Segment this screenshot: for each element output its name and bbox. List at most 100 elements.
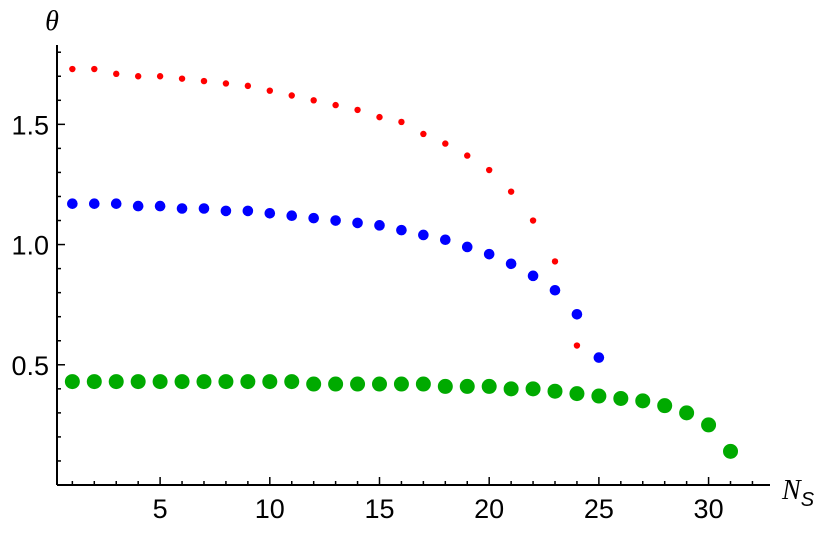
data-point: [244, 82, 252, 90]
data-point: [573, 342, 581, 349]
data-points: [64, 65, 739, 459]
data-point: [613, 390, 629, 406]
data-point: [91, 65, 98, 73]
data-point: [88, 198, 100, 209]
data-point: [464, 152, 471, 159]
data-point: [461, 241, 473, 253]
data-point: [308, 212, 319, 224]
data-point: [110, 198, 122, 209]
data-point: [264, 208, 276, 219]
data-point: [635, 393, 651, 409]
x-tick-label: 20: [474, 494, 504, 524]
data-point: [154, 200, 166, 212]
data-point: [371, 376, 387, 392]
data-point: [134, 73, 142, 80]
data-point: [376, 113, 383, 121]
data-point: [396, 224, 407, 236]
series-1: [69, 65, 581, 349]
data-point: [113, 70, 120, 78]
data-point: [679, 405, 695, 421]
data-point: [86, 374, 102, 390]
data-point: [64, 374, 80, 390]
data-point: [222, 80, 230, 87]
data-point: [593, 352, 605, 363]
data-point: [200, 77, 208, 85]
data-point: [196, 374, 212, 390]
data-point: [529, 217, 537, 224]
data-point: [310, 97, 317, 104]
data-point: [130, 374, 146, 390]
data-point: [657, 398, 673, 414]
data-point: [220, 205, 232, 217]
data-point: [483, 248, 495, 260]
data-point: [481, 378, 497, 394]
data-point: [108, 374, 124, 390]
data-point: [174, 374, 190, 390]
data-point: [505, 258, 517, 270]
data-point: [459, 378, 475, 394]
data-point: [242, 205, 254, 217]
y-axis-title: θ: [45, 6, 59, 37]
data-point: [485, 166, 493, 174]
data-point: [198, 203, 210, 214]
x-tick-label: 25: [584, 494, 614, 524]
data-point: [350, 376, 366, 392]
data-point: [398, 118, 405, 126]
data-point: [284, 374, 300, 390]
data-point: [547, 383, 563, 399]
data-point: [393, 376, 409, 392]
axis-labels: θ NS: [45, 6, 815, 511]
x-tick-label: 30: [694, 494, 724, 524]
data-point: [569, 386, 585, 402]
data-point: [156, 73, 164, 80]
tick-labels: 5 10 15 20 25 30 0.5 1.0 1.5: [11, 110, 723, 524]
data-point: [332, 101, 339, 109]
data-point: [525, 381, 541, 397]
x-tick-label: 5: [153, 494, 168, 524]
data-point: [218, 374, 234, 390]
data-point: [176, 203, 188, 214]
x-tick-label: 10: [255, 494, 285, 524]
data-point: [503, 381, 519, 397]
data-point: [286, 210, 298, 222]
data-point: [328, 376, 344, 392]
data-point: [67, 198, 78, 209]
data-point: [152, 374, 168, 390]
series-2: [67, 198, 605, 363]
data-point: [723, 443, 739, 459]
axes: [56, 45, 770, 486]
y-tick-label: 0.5: [11, 351, 49, 381]
x-axis-title-main: N: [781, 475, 802, 506]
ticks: [57, 51, 754, 485]
data-point: [374, 220, 385, 231]
y-tick-label: 1.0: [11, 231, 49, 261]
data-point: [442, 140, 449, 147]
series-3: [64, 374, 739, 459]
data-point: [420, 130, 427, 138]
data-point: [527, 270, 539, 282]
x-axis-title-subscript: S: [801, 489, 815, 511]
data-point: [288, 92, 295, 99]
data-point: [306, 376, 322, 392]
y-tick-label: 1.5: [11, 110, 49, 140]
data-point: [549, 284, 561, 296]
data-point: [330, 215, 341, 226]
data-point: [352, 217, 363, 229]
data-point: [437, 378, 453, 394]
data-point: [507, 188, 515, 195]
data-point: [418, 229, 429, 241]
data-point: [415, 376, 431, 392]
data-point: [701, 417, 717, 433]
data-point: [132, 200, 144, 212]
data-point: [551, 258, 559, 265]
data-point: [591, 388, 607, 404]
data-point: [266, 87, 274, 94]
data-point: [354, 106, 361, 114]
data-point: [440, 234, 451, 246]
data-point: [571, 308, 583, 320]
x-tick-label: 15: [364, 494, 394, 524]
data-point: [262, 374, 278, 390]
data-point: [178, 75, 186, 82]
